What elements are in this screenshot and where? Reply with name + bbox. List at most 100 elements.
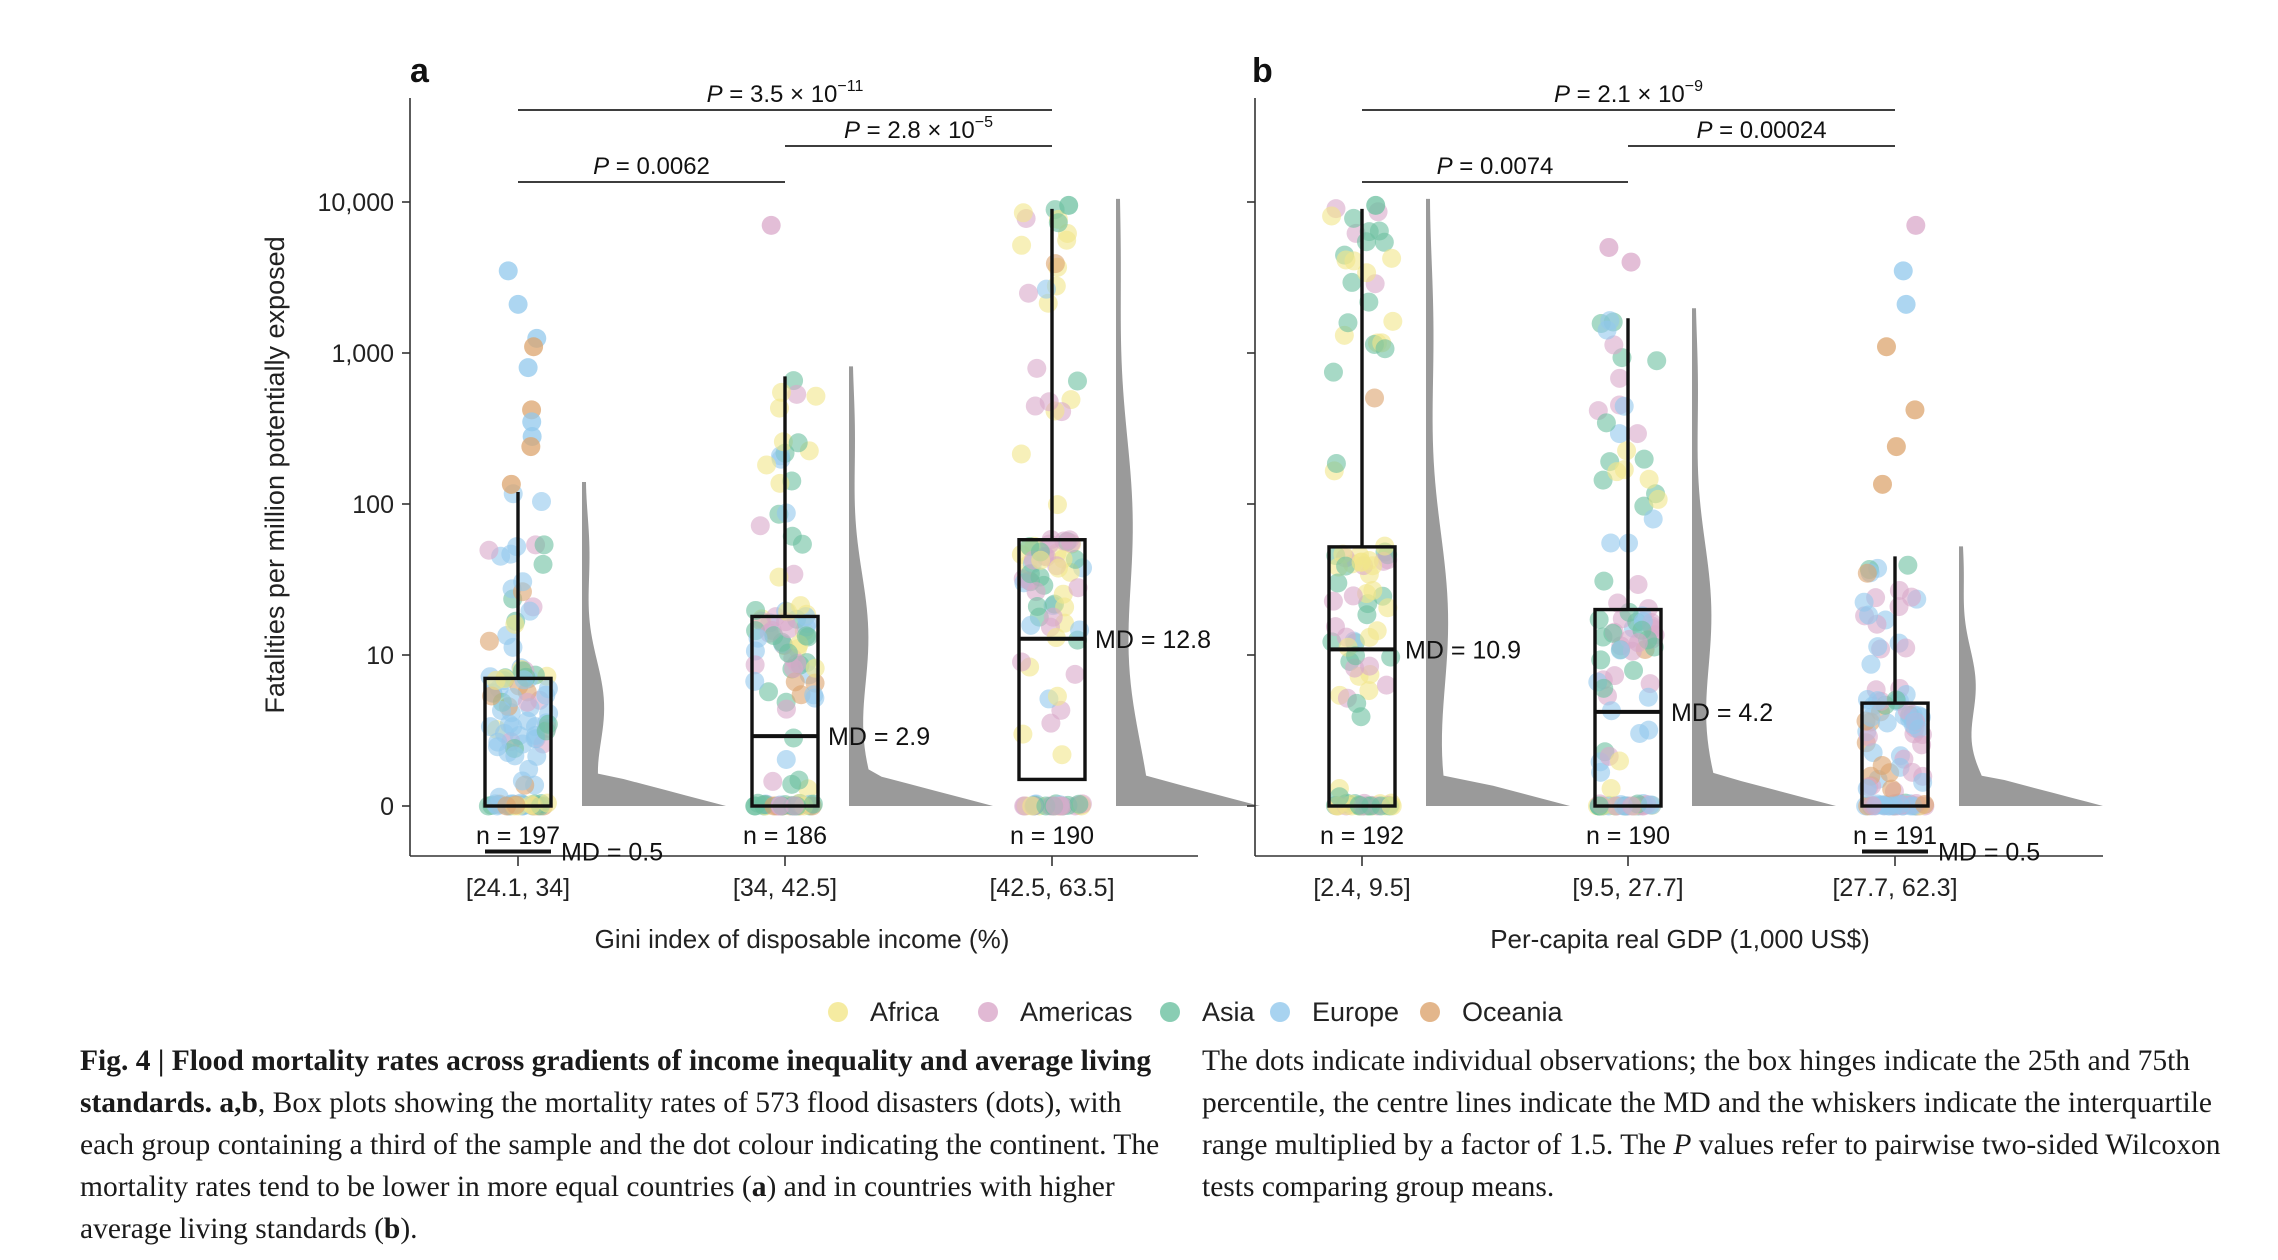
caption-ref-a: a bbox=[751, 1171, 767, 1203]
data-point bbox=[782, 526, 802, 546]
density-shape bbox=[1116, 198, 1260, 807]
data-point bbox=[1594, 678, 1614, 698]
outlier-point bbox=[1059, 195, 1079, 215]
data-point bbox=[1359, 222, 1379, 242]
p-value-exponent: −5 bbox=[975, 114, 993, 131]
data-point bbox=[1027, 358, 1047, 378]
data-point bbox=[758, 682, 778, 702]
p-symbol: P bbox=[707, 81, 723, 108]
data-point bbox=[1614, 396, 1634, 416]
outlier-point bbox=[1896, 294, 1916, 314]
y-axis-label: Fatalities per million potentially expos… bbox=[260, 236, 290, 713]
data-point bbox=[1596, 413, 1616, 433]
caption-right: The dots indicate individual observation… bbox=[1202, 1040, 2272, 1208]
density-shape bbox=[582, 482, 726, 806]
data-point bbox=[533, 554, 553, 574]
outlier-point bbox=[518, 358, 538, 378]
data-point bbox=[804, 685, 824, 705]
data-point bbox=[1601, 533, 1621, 553]
data-point bbox=[1344, 208, 1364, 228]
data-point bbox=[1882, 779, 1902, 799]
outlier-point bbox=[521, 437, 541, 457]
data-point bbox=[1323, 362, 1343, 382]
data-point bbox=[1857, 563, 1877, 583]
data-point bbox=[482, 686, 502, 706]
data-point bbox=[1057, 230, 1077, 250]
outlier-point bbox=[508, 294, 528, 314]
data-point bbox=[1013, 724, 1033, 744]
data-point bbox=[527, 746, 547, 766]
data-point bbox=[1378, 598, 1398, 618]
caption-right-text-2: values refer to pairwise two-sided Wilco… bbox=[1202, 1129, 2221, 1203]
data-point bbox=[1026, 582, 1046, 602]
data-point bbox=[806, 386, 826, 406]
x-axis-label-a: Gini index of disposable income (%) bbox=[595, 924, 1010, 954]
p-value-text: = 0.00024 bbox=[1712, 117, 1826, 144]
data-point bbox=[1359, 292, 1379, 312]
data-point bbox=[520, 601, 540, 621]
caption-left: Fig. 4 | Flood mortality rates across gr… bbox=[80, 1040, 1170, 1250]
outlier-point bbox=[1906, 215, 1926, 235]
panel-a: a Fatalities per million potentially exp… bbox=[260, 52, 1260, 954]
box-rect bbox=[483, 676, 553, 808]
p-value-label: P = 2.8 × 10−5 bbox=[844, 114, 993, 144]
p-value-text: = 2.1 × 10 bbox=[1570, 81, 1685, 108]
data-point bbox=[1351, 707, 1371, 727]
legend-label: Oceania bbox=[1462, 997, 1564, 1027]
data-point bbox=[1065, 664, 1085, 684]
x-axis-label-b: Per-capita real GDP (1,000 US$) bbox=[1490, 924, 1870, 954]
p-symbol: P bbox=[1554, 81, 1570, 108]
data-point bbox=[1357, 263, 1377, 283]
data-point bbox=[1047, 686, 1067, 706]
data-point bbox=[1593, 470, 1613, 490]
data-point bbox=[787, 384, 807, 404]
data-point bbox=[1604, 335, 1624, 355]
data-point bbox=[1041, 713, 1061, 733]
data-point bbox=[1357, 605, 1377, 625]
legend-swatch bbox=[1160, 1002, 1180, 1022]
plot-area-b: [2.4, 9.5] MD = 10.9 n = 192 [9.5, 27.7] MD … bbox=[1247, 78, 2103, 902]
x-tick-label: [9.5, 27.7] bbox=[1572, 874, 1683, 902]
n-label: n = 190 bbox=[1010, 822, 1094, 850]
data-point bbox=[513, 572, 533, 592]
n-label: n = 197 bbox=[476, 822, 560, 850]
data-point bbox=[764, 626, 784, 646]
data-point bbox=[784, 658, 804, 678]
y-tick-label: 100 bbox=[352, 491, 394, 519]
data-point bbox=[1589, 610, 1609, 630]
data-point bbox=[1342, 272, 1362, 292]
box-rect bbox=[1593, 607, 1663, 808]
data-point bbox=[487, 737, 507, 757]
legend-swatch bbox=[1420, 1002, 1440, 1022]
outlier-point bbox=[1893, 261, 1913, 281]
data-point bbox=[1012, 235, 1032, 255]
data-point bbox=[1365, 388, 1385, 408]
outlier-point bbox=[1886, 437, 1906, 457]
data-point bbox=[479, 631, 499, 651]
data-point bbox=[788, 433, 808, 453]
data-point bbox=[779, 619, 799, 639]
p-value-label: P = 3.5 × 10−11 bbox=[707, 78, 864, 108]
outlier-point bbox=[1905, 400, 1925, 420]
data-point bbox=[757, 455, 777, 475]
data-point bbox=[517, 692, 537, 712]
data-point bbox=[512, 771, 532, 791]
outlier-point bbox=[524, 337, 544, 357]
data-point bbox=[1872, 755, 1892, 775]
data-point bbox=[503, 717, 523, 737]
data-point bbox=[1861, 707, 1881, 727]
data-point bbox=[1067, 371, 1087, 391]
p-value-text: = 2.8 × 10 bbox=[860, 117, 975, 144]
median-label: MD = 4.2 bbox=[1671, 699, 1773, 727]
data-point bbox=[503, 688, 523, 708]
outlier-point bbox=[1366, 195, 1386, 215]
caption-right-italic: P bbox=[1673, 1129, 1692, 1161]
data-point bbox=[1624, 661, 1644, 681]
data-point bbox=[1048, 558, 1068, 578]
data-point bbox=[1603, 623, 1623, 643]
outlier-point bbox=[501, 474, 521, 494]
data-point bbox=[1643, 509, 1663, 529]
caption-panel-ref: a,b bbox=[219, 1087, 258, 1119]
outlier-point bbox=[1599, 237, 1619, 257]
n-label: n = 191 bbox=[1853, 822, 1937, 850]
